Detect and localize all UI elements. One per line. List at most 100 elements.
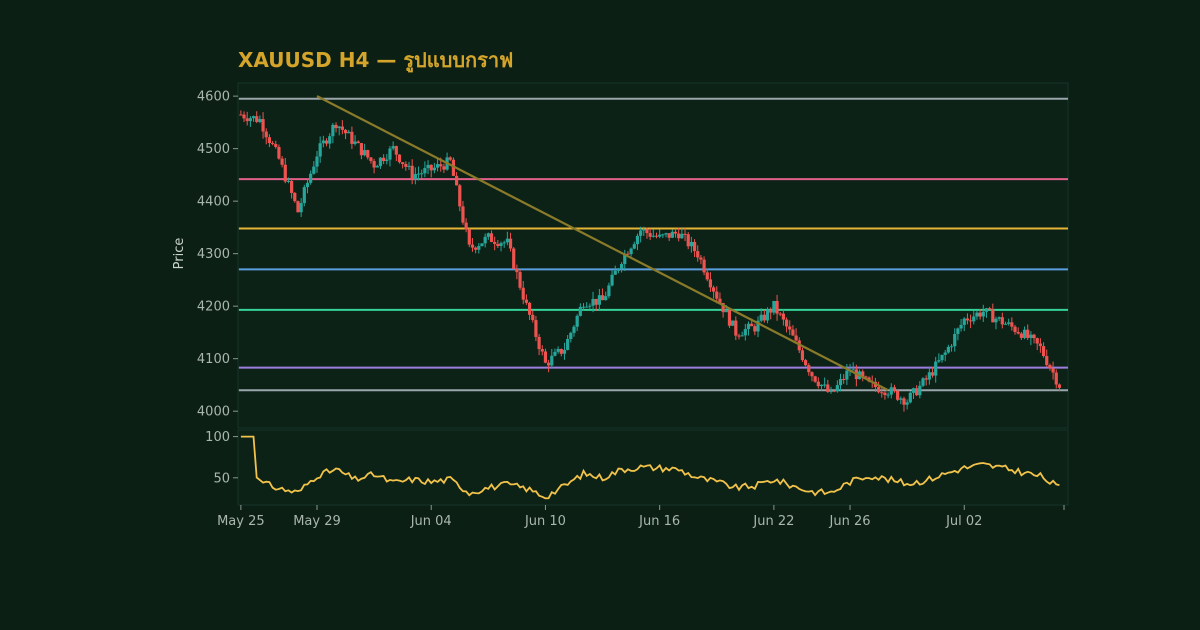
y-tick-label: 4500	[197, 142, 230, 157]
candle-body	[632, 244, 636, 249]
candle-body	[1032, 334, 1036, 339]
candle-body	[616, 268, 621, 271]
candle-body	[382, 157, 386, 162]
rsi-tick-label: 100	[205, 430, 230, 445]
candle-body	[842, 378, 846, 380]
candle-body	[353, 141, 357, 144]
candle-body	[880, 392, 884, 394]
candle-body	[949, 346, 954, 348]
candle-body	[946, 346, 950, 353]
candle-body	[965, 318, 970, 321]
candle-body	[692, 241, 697, 252]
candle-body	[242, 114, 246, 119]
candle-body	[962, 318, 966, 325]
candle-body	[905, 402, 909, 405]
candle-body	[261, 119, 265, 132]
candle-body	[429, 164, 433, 171]
candle-body	[864, 376, 868, 378]
x-tick-label: May 25	[217, 514, 265, 529]
candle-body	[794, 335, 798, 341]
candle-body	[645, 229, 649, 234]
candle-body	[988, 308, 992, 310]
candle-body	[861, 371, 865, 377]
candle-body	[705, 272, 709, 280]
candle-body	[642, 229, 646, 231]
candle-body	[283, 164, 287, 182]
candle-body	[350, 131, 354, 144]
candle-body	[334, 124, 338, 129]
candle-body	[940, 354, 944, 361]
candle-body	[813, 376, 817, 382]
candle-body	[915, 388, 919, 396]
y-tick-label: 4300	[197, 247, 230, 262]
candle-body	[696, 251, 700, 258]
candle-body	[318, 143, 322, 157]
candle-body	[918, 385, 922, 396]
candle-body	[927, 372, 931, 380]
y-tick-label: 4100	[197, 352, 230, 367]
candle-body	[512, 248, 516, 269]
candle-body	[362, 150, 367, 156]
candle-body	[953, 333, 957, 347]
candle-body	[934, 361, 938, 376]
candle-body	[791, 329, 795, 336]
candle-body	[1019, 333, 1023, 338]
candle-body	[610, 274, 614, 286]
candle-body	[397, 154, 402, 163]
candle-body	[635, 235, 640, 245]
candle-body	[924, 378, 928, 380]
candle-body	[702, 259, 706, 273]
candle-body	[699, 257, 703, 260]
candle-body	[540, 349, 544, 352]
price-panel	[237, 82, 1069, 429]
candle-body	[489, 233, 494, 242]
candle-body	[667, 233, 671, 238]
candle-body	[375, 165, 379, 168]
candle-body	[718, 298, 722, 303]
candle-body	[296, 201, 300, 213]
candle-body	[629, 248, 633, 255]
candle-body	[851, 369, 855, 371]
candle-body	[911, 388, 916, 393]
candle-body	[816, 381, 820, 387]
candle-body	[410, 165, 414, 180]
candle-body	[594, 298, 598, 305]
candle-body	[553, 351, 557, 356]
rsi-panel	[237, 429, 1069, 506]
candle-body	[740, 335, 744, 337]
y-tick-label: 4000	[197, 405, 230, 420]
candle-body	[721, 302, 725, 313]
candle-body	[302, 187, 306, 204]
candle-body	[531, 314, 535, 321]
candle-body	[442, 166, 446, 170]
candle-body	[889, 387, 893, 395]
candle-body	[968, 320, 973, 322]
candle-body	[407, 165, 411, 167]
candle-body	[823, 384, 827, 386]
candle-body	[451, 159, 456, 176]
candle-body	[277, 146, 281, 159]
candle-body	[524, 299, 529, 303]
candle-body	[575, 315, 579, 327]
candle-body	[359, 143, 364, 156]
candle-body	[569, 332, 573, 339]
candle-body	[324, 140, 329, 144]
candle-body	[455, 175, 459, 186]
y-tick-label: 4200	[197, 300, 230, 315]
candle-body	[756, 320, 760, 332]
candle-body	[432, 167, 436, 171]
candle-body	[899, 398, 903, 400]
candle-body	[648, 233, 652, 237]
candle-body	[435, 164, 440, 168]
candle-body	[994, 318, 998, 323]
candle-body	[750, 323, 754, 327]
candle-body	[677, 233, 681, 239]
candle-body	[597, 295, 601, 305]
candle-body	[537, 336, 541, 350]
candle-body	[470, 244, 475, 248]
candle-body	[658, 234, 662, 237]
candle-body	[1013, 326, 1017, 332]
candle-body	[1010, 322, 1014, 327]
candle-body	[1057, 384, 1062, 388]
candle-body	[499, 243, 503, 246]
